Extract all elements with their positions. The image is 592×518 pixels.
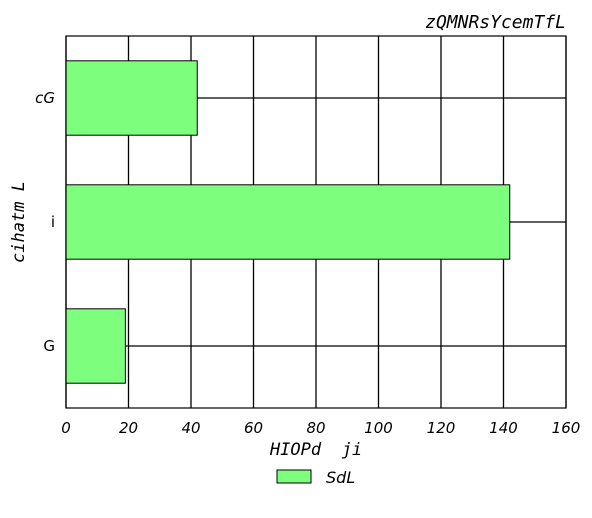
x-tick-label: 60 bbox=[244, 419, 263, 437]
bars bbox=[65, 60, 511, 384]
x-axis-label: HIOPd ji bbox=[269, 440, 362, 460]
x-tick-label: 20 bbox=[119, 419, 138, 437]
y-tick-label: i bbox=[51, 213, 55, 231]
y-tick-labels: Gi cG bbox=[35, 89, 55, 355]
x-tick-label: 80 bbox=[306, 419, 325, 437]
plot-frame bbox=[65, 35, 567, 409]
bar-cG bbox=[65, 60, 198, 136]
x-tick-labels: 0 20 40 60 80 100 120 140 160 bbox=[61, 419, 580, 437]
y-axis-label: cihatm L bbox=[9, 181, 29, 263]
bar-i bbox=[65, 184, 511, 260]
legend-swatch bbox=[276, 469, 312, 484]
x-tick-label: 100 bbox=[364, 419, 393, 437]
x-tick-label: 120 bbox=[427, 419, 456, 437]
x-tick-label: 140 bbox=[489, 419, 518, 437]
chart-title: zQMNRsYcemTfL bbox=[425, 12, 566, 33]
bar-G bbox=[65, 308, 126, 384]
legend-label: SdL bbox=[326, 468, 355, 487]
y-tick-label: G bbox=[43, 337, 55, 355]
legend: SdL bbox=[276, 468, 355, 487]
x-tick-label: 40 bbox=[181, 419, 200, 437]
y-tick-label: cG bbox=[35, 89, 55, 107]
x-tick-label: 0 bbox=[61, 419, 71, 437]
x-tick-label: 160 bbox=[552, 419, 581, 437]
